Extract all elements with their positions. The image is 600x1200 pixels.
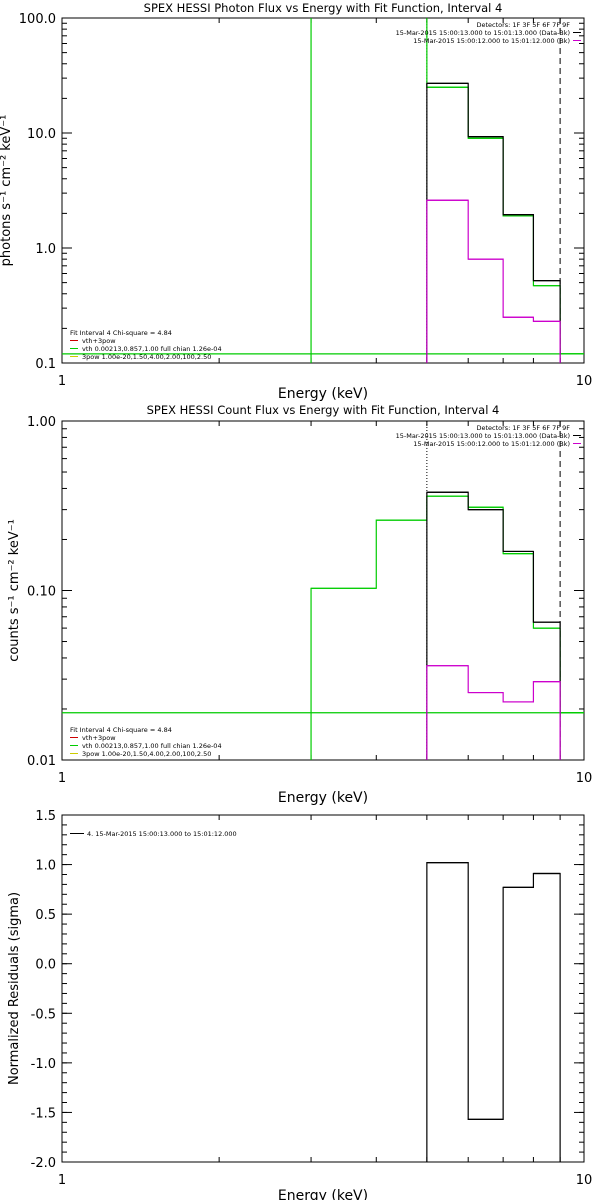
- legend-entry-top: 15-Mar-2015 15:00:13.000 to 15:01:13.000…: [396, 432, 570, 440]
- y-tick-label: 0.10: [27, 585, 56, 600]
- legend-entry-bottom: Fit Interval 4 Chi-square = 4.84: [70, 726, 172, 734]
- y-tick-label: 1.00: [27, 415, 56, 430]
- x-tick-label: 10: [576, 374, 593, 389]
- y-tick-label: 100.0: [19, 12, 56, 27]
- legend-entry-bottom: Fit Interval 4 Chi-square = 4.84: [70, 329, 172, 337]
- legend-entry-top: 15-Mar-2015 15:00:12.000 to 15:01:12.000…: [413, 37, 570, 45]
- y-tick-label: 0.01: [27, 754, 56, 769]
- x-axis-label: Energy (keV): [278, 790, 368, 806]
- plot-frame: [61, 17, 585, 364]
- y-tick-label: -1.5: [31, 1106, 56, 1121]
- legend-entry-bottom: 3pow 1.00e-20,1.50,4.00,2.00,100,2.50: [82, 750, 211, 758]
- x-axis-label: Energy (keV): [278, 1188, 368, 1200]
- legend-entry-top: 15-Mar-2015 15:00:12.000 to 15:01:12.000…: [413, 440, 570, 448]
- legend-entry-bottom: 3pow 1.00e-20,1.50,4.00,2.00,100,2.50: [82, 353, 211, 361]
- series-layer: [62, 491, 584, 760]
- y-tick-label: 0.1: [35, 357, 56, 372]
- series-layer: [426, 861, 561, 1162]
- legend-entry-top: Detectors: 1F 3F 5F 6F 7F 9F: [476, 21, 570, 29]
- x-tick-label: 10: [576, 771, 593, 786]
- legend-entry-bottom: vth 0.00213,0.857,1.00 full chian 1.26e-…: [82, 742, 222, 750]
- histogram-series-3: [310, 18, 584, 363]
- y-tick-label: 0.5: [35, 908, 56, 923]
- plot-panel-3: 1 10 -2.0 -1.5 -1.0 -0.5 0.0 0.5 1.0 1.5 Energy (k…: [7, 809, 592, 1200]
- y-tick-label: 0.0: [35, 958, 56, 973]
- legend-entry-bottom: vth+3pow: [82, 337, 116, 345]
- histogram-series-1: [426, 861, 561, 1162]
- plot-frame: [61, 814, 585, 1163]
- chart-title: SPEX HESSI Count Flux vs Energy with Fit…: [147, 403, 500, 417]
- legend-entry-top: Detectors: 1F 3F 5F 6F 7F 9F: [476, 424, 570, 432]
- x-tick-label: 1: [58, 1173, 66, 1188]
- y-axis-label: counts s⁻¹ cm⁻² keV⁻¹: [7, 519, 22, 662]
- y-tick-label: 1.0: [35, 242, 56, 257]
- chart-title: SPEX HESSI Photon Flux vs Energy with Fi…: [144, 1, 503, 15]
- y-tick-label: 1.0: [35, 859, 56, 874]
- x-tick-label: 10: [576, 1173, 593, 1188]
- x-tick-label: 1: [58, 374, 66, 389]
- legend-entry-top: 15-Mar-2015 15:00:13.000 to 15:01:13.000…: [396, 29, 570, 37]
- series-layer: [62, 18, 584, 363]
- histogram-series-3: [310, 495, 584, 760]
- y-axis-label: Normalized Residuals (sigma): [7, 892, 22, 1085]
- legend-entry-bottom: vth+3pow: [82, 734, 116, 742]
- plot-frame: [61, 420, 585, 761]
- plot-panel-2: SPEX HESSI Count Flux vs Energy with Fit…: [7, 403, 593, 806]
- plot-panel-1: SPEX HESSI Photon Flux vs Energy with Fi…: [0, 1, 593, 402]
- histogram-series-1: [426, 491, 561, 760]
- legend-entry-residual: 4. 15-Mar-2015 15:00:13.000 to 15:01:12.…: [87, 830, 237, 838]
- histogram-series-2: [426, 199, 561, 363]
- y-tick-label: -2.0: [31, 1156, 56, 1171]
- histogram-series-1: [426, 82, 561, 363]
- y-tick-label: -1.0: [31, 1057, 56, 1072]
- x-axis-label: Energy (keV): [278, 386, 368, 402]
- y-tick-label: 1.5: [35, 809, 56, 824]
- y-tick-label: -0.5: [31, 1007, 56, 1022]
- y-tick-label: 10.0: [27, 127, 56, 142]
- legend-entry-bottom: vth 0.00213,0.857,1.00 full chian 1.26e-…: [82, 345, 222, 353]
- x-tick-label: 1: [58, 771, 66, 786]
- histogram-series-2: [426, 665, 561, 760]
- y-axis-label: photons s⁻¹ cm⁻² keV⁻¹: [0, 115, 14, 267]
